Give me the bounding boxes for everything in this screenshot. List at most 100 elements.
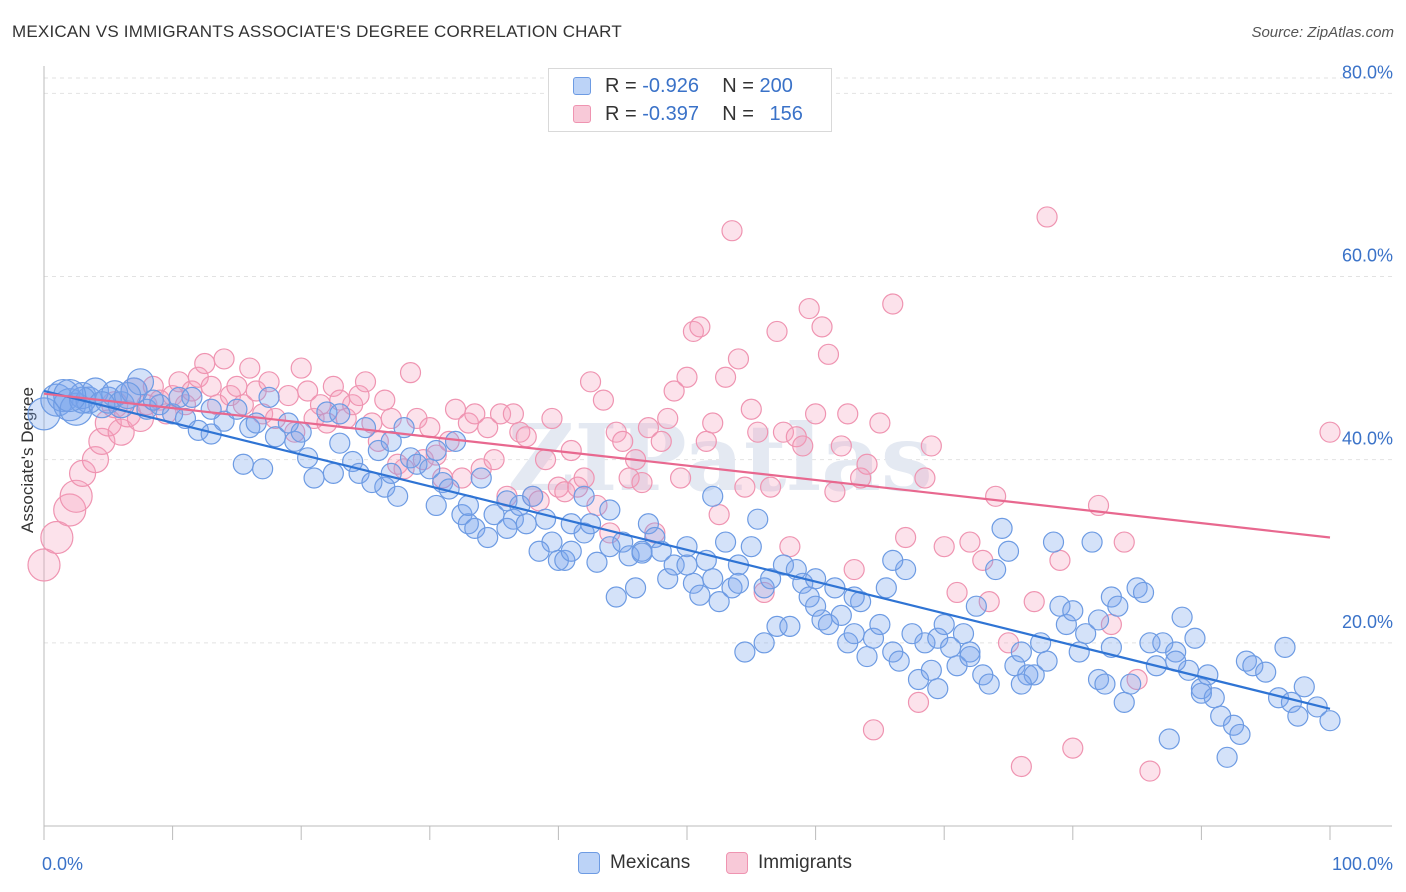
n-value: 200 [759, 74, 793, 97]
immigrants-point [226, 375, 248, 397]
x-tick-label: 100.0% [1332, 854, 1393, 874]
mexicans-point [1042, 531, 1065, 553]
mexicans-point [425, 494, 447, 517]
mexicans-point [869, 613, 891, 636]
legend-row-mexicans: R = -0.926 N = 200 [573, 73, 793, 99]
mexicans-point [637, 513, 660, 535]
immigrants-point [1319, 421, 1341, 443]
mexicans-point [856, 645, 878, 668]
mexicans-point [1062, 600, 1084, 622]
immigrants-point [1062, 737, 1084, 759]
mexicans-point [1010, 673, 1032, 695]
immigrants-point [959, 531, 981, 553]
mexicans-point [759, 568, 782, 590]
immigrants-point [399, 362, 422, 384]
mexicans-point [1139, 632, 1161, 654]
immigrants-point [978, 591, 1000, 613]
mexicans-point [1197, 664, 1219, 686]
mexicans-point [387, 485, 409, 507]
immigrants-point [1049, 549, 1071, 572]
mexicans-point [914, 632, 936, 654]
mexicans-point [1120, 673, 1142, 695]
mexicans-point [927, 678, 949, 700]
immigrants-point [59, 479, 93, 513]
immigrants-point [946, 581, 968, 604]
mexicans-point [740, 536, 762, 558]
immigrants-swatch [573, 105, 591, 123]
immigrants-point [914, 467, 936, 489]
r-value: -0.926 [642, 74, 699, 97]
mexicans-point [181, 386, 203, 408]
immigrants-point [824, 481, 846, 503]
mexicans-point [862, 627, 885, 649]
immigrants-point [856, 453, 878, 475]
immigrants-point [40, 520, 74, 555]
mexicans-point [734, 641, 756, 663]
immigrants-point [213, 348, 235, 370]
immigrants-point [792, 435, 814, 457]
immigrants-point [541, 407, 563, 430]
mexicans-point [1293, 676, 1315, 698]
n-value: 156 [769, 102, 803, 125]
mexicans-point [997, 540, 1020, 562]
immigrants-point [277, 384, 299, 407]
mexicans-point [1274, 636, 1296, 659]
mexicans-point [1171, 606, 1193, 628]
mexicans-point [573, 485, 595, 507]
immigrants-point [419, 417, 441, 439]
immigrants-point [592, 389, 615, 411]
mexicans-point [605, 586, 627, 608]
mexicans-point [187, 419, 209, 441]
immigrants-point [515, 426, 537, 448]
immigrants-point [702, 412, 724, 434]
mexicans-point [1165, 641, 1187, 663]
mexicans-point [1010, 641, 1032, 663]
mexicans-point [496, 517, 518, 539]
mexicans-point [1184, 627, 1206, 649]
mexicans-swatch [573, 77, 591, 95]
immigrants-trend-line [43, 392, 1331, 539]
mexicans-point [985, 558, 1007, 581]
mexicans-point [1036, 650, 1058, 672]
mexicans-point [329, 432, 351, 454]
mexicans-point [772, 554, 795, 576]
immigrants-point [920, 435, 942, 457]
immigrants-point [753, 581, 775, 604]
immigrants-point [759, 476, 782, 498]
mexicans-point [1287, 705, 1309, 727]
source-label: Source: ZipAtlas.com [1251, 24, 1394, 41]
mexicans-point [232, 453, 254, 475]
mexicans-point [303, 467, 325, 489]
mexicans-point [952, 623, 975, 645]
immigrants-point [766, 320, 788, 343]
mexicans-point [965, 595, 987, 617]
mexicans-point [702, 568, 724, 590]
mexicans-point [399, 447, 422, 469]
mexicans-point [528, 540, 550, 562]
immigrants-point [689, 316, 711, 338]
immigrants-point [843, 558, 865, 581]
mexicans-point [612, 531, 634, 553]
immigrants-point [772, 421, 795, 443]
mexicans-point [657, 568, 679, 590]
immigrants-point [239, 357, 261, 379]
immigrants-point [850, 467, 872, 489]
mexicans-point [933, 613, 955, 636]
immigrants-point [985, 485, 1007, 507]
mexicans-point [477, 526, 499, 549]
mexicans-point [753, 632, 775, 654]
immigrants-point [637, 417, 660, 439]
mexicans-point [888, 650, 910, 672]
mexicans-point [727, 572, 750, 594]
immigrants-point [631, 471, 653, 494]
mexicans-point [676, 554, 698, 576]
n-label: N = [722, 74, 754, 97]
n-label: N = [722, 102, 754, 125]
mexicans-point [1216, 746, 1238, 768]
mexicans-point [708, 591, 730, 613]
mexicans-point [522, 485, 544, 507]
mexicans-point [1229, 723, 1251, 746]
mexicans-point [959, 645, 981, 668]
mexicans-point [361, 471, 383, 494]
immigrants-point [882, 293, 904, 315]
